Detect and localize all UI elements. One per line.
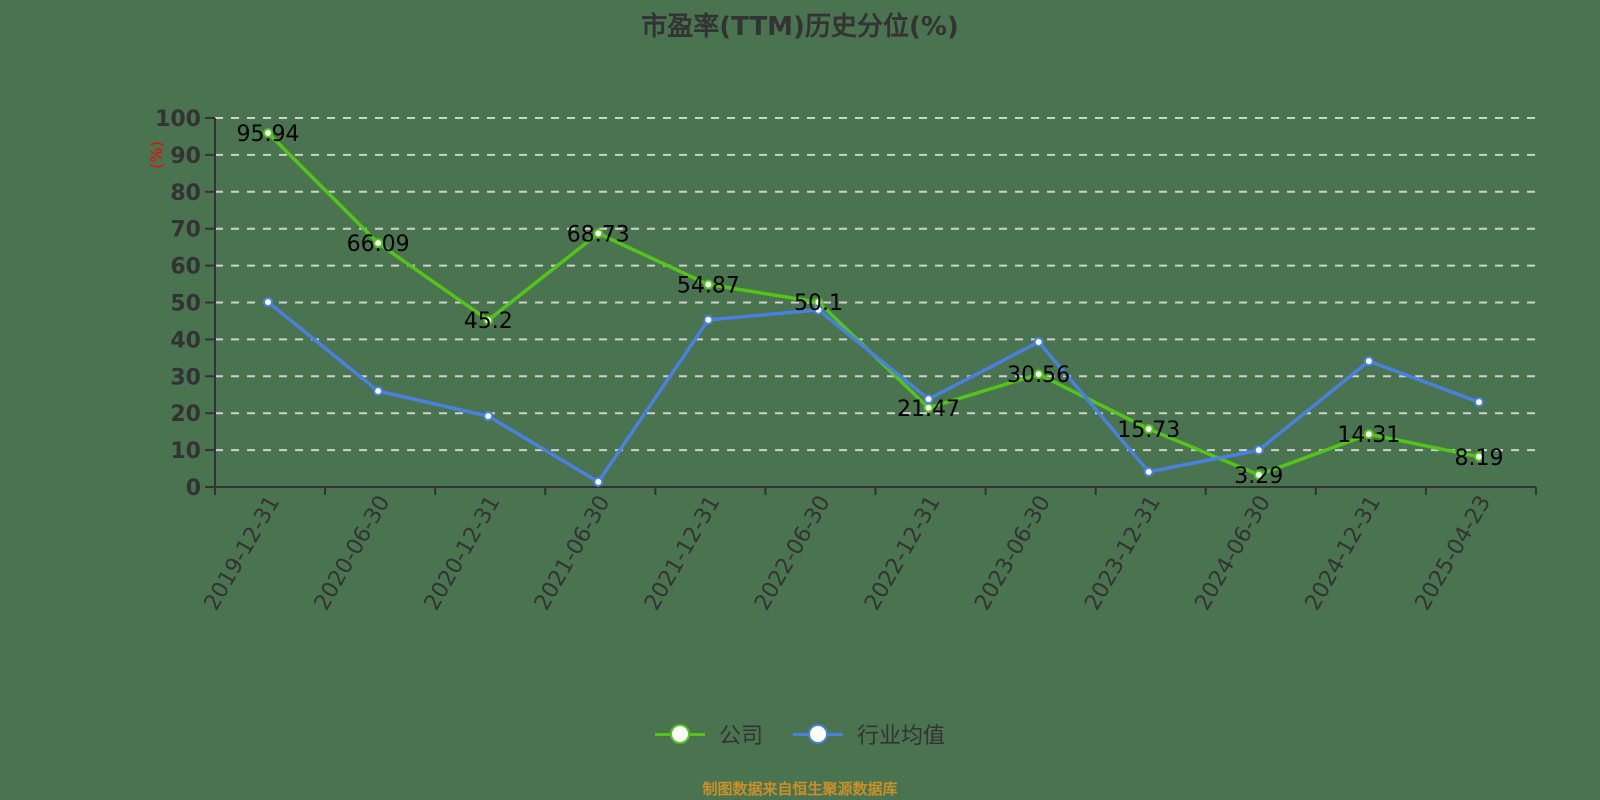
- x-tick-label: 2022-12-31: [860, 492, 946, 615]
- x-tick-label: 2024-12-31: [1300, 492, 1386, 615]
- grid-lines: [215, 117, 1536, 452]
- data-point-marker[interactable]: [703, 279, 714, 290]
- y-tick-label: 100: [155, 107, 201, 132]
- legend-label: 行业均值: [857, 724, 946, 749]
- source-note: 制图数据来自恒生聚源数据库: [702, 780, 898, 798]
- legend-label: 公司: [718, 724, 763, 749]
- data-point-marker[interactable]: [1363, 356, 1374, 367]
- data-labels: 95.94 66.09 45.2 68.73 54.87 50.1 21.47 30.56 15…: [237, 122, 1504, 489]
- data-point-marker[interactable]: [483, 315, 494, 326]
- data-label: 15.73: [1117, 418, 1180, 443]
- series-line: [266, 300, 1480, 484]
- y-tick-label: 40: [170, 328, 201, 353]
- x-tick-label: 2023-06-30: [970, 492, 1056, 615]
- data-label: 50.1: [794, 291, 843, 316]
- data-point-marker[interactable]: [263, 127, 274, 138]
- y-tick-label: 50: [170, 292, 201, 317]
- legend-item-industry-average[interactable]: 行业均值: [793, 718, 945, 750]
- data-point-marker[interactable]: [1363, 429, 1374, 440]
- y-tick-label: 0: [186, 476, 201, 501]
- data-point-marker[interactable]: [1473, 451, 1484, 462]
- data-point-marker[interactable]: [703, 314, 714, 325]
- data-label: 14.31: [1337, 423, 1400, 448]
- data-point-marker[interactable]: [593, 228, 604, 239]
- data-point-marker[interactable]: [1033, 336, 1044, 347]
- data-label: 30.56: [1007, 363, 1070, 388]
- series-lines: [263, 127, 1484, 487]
- legend: 公司 行业均值: [0, 718, 1600, 750]
- data-point-marker[interactable]: [1253, 445, 1264, 456]
- y-tick-label: 20: [170, 402, 201, 427]
- y-tick-label: 80: [170, 181, 201, 206]
- x-tick-label: 2019-12-31: [200, 492, 286, 615]
- data-point-marker[interactable]: [923, 394, 934, 405]
- x-tick-label: 2022-06-30: [750, 492, 836, 615]
- data-point-marker[interactable]: [483, 411, 494, 422]
- series-line: [266, 131, 1480, 477]
- data-label: 66.09: [347, 232, 410, 257]
- data-point-marker[interactable]: [813, 304, 824, 315]
- data-point-marker[interactable]: [1143, 466, 1154, 477]
- y-tick-label: 90: [170, 144, 201, 169]
- y-tick-label: 30: [170, 365, 201, 390]
- chart-title: 市盈率(TTM)历史分位(%): [641, 12, 959, 42]
- legend-line-marker-icon: [654, 724, 705, 744]
- y-tick-label: 60: [170, 255, 201, 280]
- data-label: 45.2: [464, 309, 513, 334]
- x-tick-label: 2021-06-30: [530, 492, 616, 615]
- data-point-marker[interactable]: [593, 476, 604, 487]
- data-point-marker[interactable]: [263, 297, 274, 308]
- axes: 0 10 20 30 40 50 60 70 80 90 100 2019-12-31 2020-06-…: [155, 107, 1537, 615]
- data-point-marker[interactable]: [373, 386, 384, 397]
- x-tick-label: 2020-12-31: [420, 492, 506, 615]
- x-tick-label: 2021-12-31: [640, 492, 726, 615]
- data-point-marker[interactable]: [1033, 369, 1044, 380]
- data-label: 54.87: [677, 274, 740, 299]
- legend-item-company[interactable]: 公司: [654, 718, 763, 750]
- data-label: 3.29: [1234, 464, 1283, 489]
- y-tick-label: 70: [170, 218, 201, 243]
- y-tick-label: 10: [170, 439, 201, 464]
- legend-line-marker-icon: [793, 724, 843, 744]
- x-tick-label: 2025-04-23: [1411, 492, 1497, 615]
- line-chart: 0 10 20 30 40 50 60 70 80 90 100 2019-12-31 2020-06-…: [147, 107, 1537, 615]
- y-axis-label: (%): [147, 141, 166, 169]
- x-tick-label: 2020-06-30: [310, 492, 396, 615]
- data-label: 68.73: [567, 222, 630, 247]
- data-label: 8.19: [1454, 446, 1503, 471]
- data-point-marker[interactable]: [1473, 397, 1484, 408]
- x-tick-label: 2024-06-30: [1190, 492, 1276, 615]
- data-point-marker[interactable]: [373, 238, 384, 249]
- data-point-marker[interactable]: [1253, 469, 1264, 480]
- data-point-marker[interactable]: [1143, 423, 1154, 434]
- x-tick-label: 2023-12-31: [1080, 492, 1166, 615]
- data-label: 95.94: [237, 122, 300, 147]
- data-label: 21.47: [897, 397, 960, 422]
